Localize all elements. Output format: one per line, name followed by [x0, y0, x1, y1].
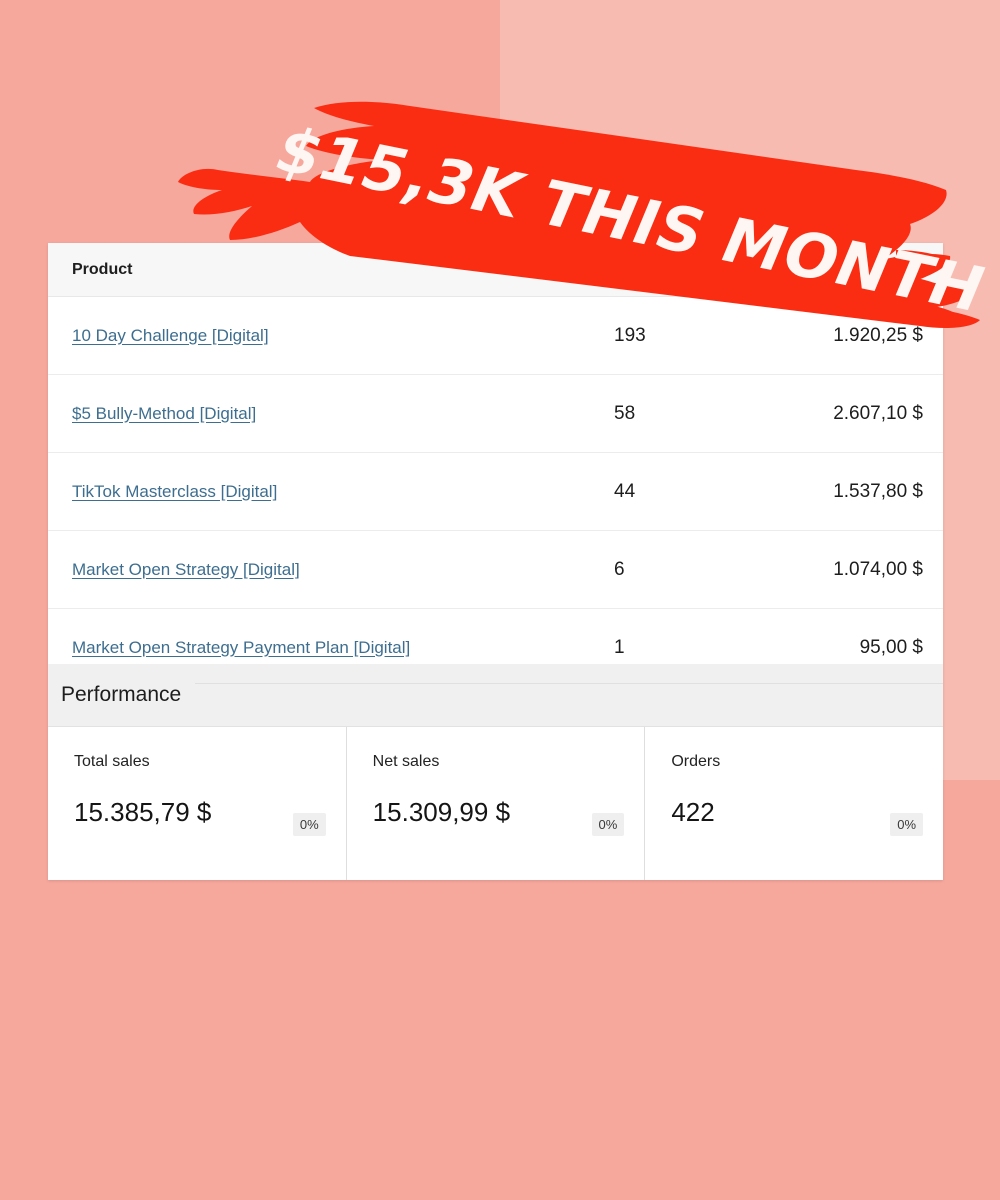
product-link[interactable]: $5 Bully-Method [Digital]: [72, 403, 257, 423]
net-sales-cell: 2.607,10 $: [833, 402, 923, 424]
performance-panel: Performance Total sales 15.385,79 $ 0% N…: [48, 664, 943, 880]
table-row: $5 Bully-Method [Digital] 58 2.607,10 $: [48, 375, 943, 453]
items-sold-cell: 58: [614, 402, 636, 424]
stat-value: 15.309,99 $: [372, 797, 511, 827]
table-header-row: Product Items sold Net sales: [48, 243, 943, 297]
stat-delta-badge: 0%: [890, 813, 924, 836]
product-cell: TikTok Masterclass [Digital]: [48, 482, 576, 502]
performance-header: Performance: [48, 664, 943, 727]
table-row: 10 Day Challenge [Digital] 193 1.920,25 …: [48, 297, 943, 375]
product-link[interactable]: Market Open Strategy [Digital]: [72, 559, 300, 579]
stat-label: Orders: [671, 753, 721, 770]
items-sold-cell: 1: [614, 636, 625, 658]
top-products-table: Product Items sold Net sales 10 Day Chal…: [48, 243, 943, 686]
stat-card-orders[interactable]: Orders 422 0%: [645, 727, 943, 880]
product-cell: Market Open Strategy [Digital]: [48, 560, 576, 580]
stat-label: Total sales: [74, 753, 150, 770]
net-sales-cell: 1.920,25 $: [833, 324, 923, 346]
stat-label: Net sales: [372, 753, 440, 770]
items-sold-cell: 193: [614, 324, 646, 346]
stat-card-net-sales[interactable]: Net sales 15.309,99 $ 0%: [347, 727, 646, 880]
stat-delta-badge: 0%: [292, 813, 326, 836]
column-header-items-sold: Items sold: [614, 260, 694, 278]
product-link[interactable]: Market Open Strategy Payment Plan [Digit…: [72, 637, 411, 657]
product-link[interactable]: 10 Day Challenge [Digital]: [72, 325, 269, 345]
product-cell: $5 Bully-Method [Digital]: [48, 404, 576, 424]
stat-value: 422: [671, 797, 715, 827]
items-sold-cell: 44: [614, 480, 636, 502]
dashboard-card: Product Items sold Net sales 10 Day Chal…: [48, 243, 943, 880]
product-link[interactable]: TikTok Masterclass [Digital]: [72, 481, 278, 501]
net-sales-cell: 95,00 $: [859, 636, 923, 658]
net-sales-cell: 1.074,00 $: [833, 558, 923, 580]
product-cell: 10 Day Challenge [Digital]: [48, 326, 576, 346]
column-header-product: Product: [72, 260, 133, 278]
performance-title: Performance: [48, 683, 196, 707]
column-header-net-sales: Net sales: [852, 260, 923, 278]
product-cell: Market Open Strategy Payment Plan [Digit…: [48, 638, 576, 658]
table-row: Market Open Strategy [Digital] 6 1.074,0…: [48, 531, 943, 609]
stat-delta-badge: 0%: [591, 813, 625, 836]
performance-stats: Total sales 15.385,79 $ 0% Net sales 15.…: [48, 727, 943, 880]
stat-value: 15.385,79 $: [74, 797, 212, 827]
net-sales-cell: 1.537,80 $: [833, 480, 923, 502]
items-sold-cell: 6: [614, 558, 625, 580]
performance-divider: [61, 683, 943, 684]
stat-card-total-sales[interactable]: Total sales 15.385,79 $ 0%: [48, 727, 347, 880]
table-row: TikTok Masterclass [Digital] 44 1.537,80…: [48, 453, 943, 531]
